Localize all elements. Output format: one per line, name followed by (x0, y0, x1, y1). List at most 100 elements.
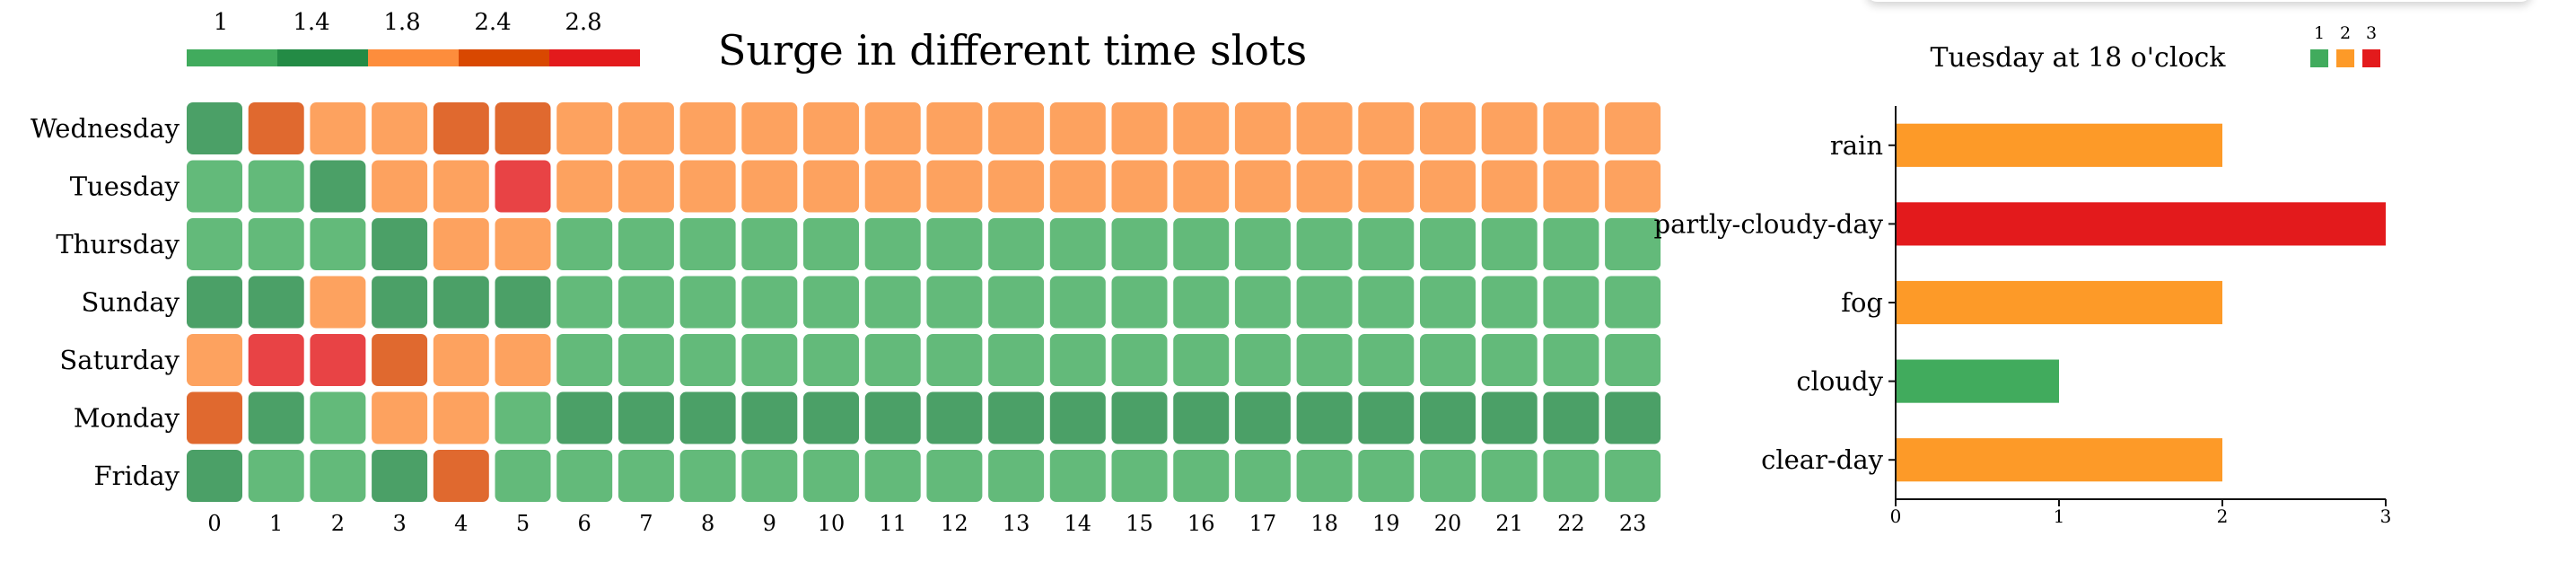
legend-swatch (187, 49, 277, 66)
heatmap-cell (495, 391, 551, 444)
heatmap-cell (1543, 218, 1599, 270)
heatmap-cell (495, 276, 551, 329)
heatmap-cell (679, 160, 736, 213)
heatmap-cell (1173, 218, 1230, 270)
heatmap-cell (1420, 218, 1476, 270)
heatmap-cell (556, 276, 613, 329)
row-label: Monday (74, 403, 180, 434)
heatmap-cell (1605, 102, 1661, 154)
heatmap-cell (1420, 450, 1476, 502)
legend-label: 3 (2366, 23, 2377, 43)
legend-swatch (459, 49, 549, 66)
heatmap-cell (1543, 160, 1599, 213)
heatmap-cell (1111, 334, 1168, 386)
heatmap-cell (1173, 391, 1230, 444)
heatmap-cell (926, 334, 983, 386)
category-label: fog (1841, 287, 1883, 318)
heatmap-row-labels: Wednesday Tuesday Thursday Sunday Saturday Mo… (31, 113, 180, 491)
heatmap-cell (556, 102, 613, 154)
heatmap-cell (1296, 334, 1353, 386)
category-label: partly-cloudy-day (1654, 208, 1884, 239)
heatmap-cell (1605, 218, 1661, 270)
bar (1896, 438, 2222, 482)
heatmap-cell (1111, 218, 1168, 270)
heatmap-cell (1049, 102, 1106, 154)
heatmap-cell (1111, 160, 1168, 213)
heatmap-cell (618, 102, 674, 154)
heatmap-cell (1358, 391, 1415, 444)
heatmap-cell (1605, 391, 1661, 444)
heatmap-cell (864, 391, 921, 444)
heatmap-cell (1481, 391, 1538, 444)
heatmap-cell (310, 276, 366, 329)
heatmap-cell (248, 102, 304, 154)
heatmap-cell (926, 276, 983, 329)
heatmap-cell (1296, 276, 1353, 329)
category-label: rain (1830, 130, 1883, 161)
col-label: 7 (639, 511, 653, 536)
heatmap-cell (372, 218, 428, 270)
heatmap-cell (679, 276, 736, 329)
heatmap-cell (618, 160, 674, 213)
heatmap-cell (926, 160, 983, 213)
col-label: 13 (1003, 511, 1030, 536)
heatmap-cell (1296, 160, 1353, 213)
heatmap-cell (1296, 218, 1353, 270)
heatmap-cell (1173, 276, 1230, 329)
heatmap-cell (1234, 450, 1291, 502)
heatmap-cell (433, 334, 489, 386)
heatmap-cell (679, 102, 736, 154)
heatmap-cell (1358, 160, 1415, 213)
heatmap-cell (679, 450, 736, 502)
heatmap-cell (433, 102, 489, 154)
legend-label: 2.8 (565, 9, 601, 36)
col-label: 4 (454, 511, 468, 536)
heatmap-cell (864, 276, 921, 329)
heatmap-cell (741, 334, 798, 386)
bar (1896, 280, 2222, 325)
heatmap-cell (988, 102, 1045, 154)
heatmap-cell (1605, 334, 1661, 386)
heatmap-cell (1358, 218, 1415, 270)
heatmap-cell (988, 276, 1045, 329)
heatmap-cell (1173, 160, 1230, 213)
col-label: 22 (1557, 511, 1585, 536)
heatmap-cell (988, 160, 1045, 213)
heatmap-cell (372, 391, 428, 444)
heatmap-cell (1049, 391, 1106, 444)
legend-label: 2 (2340, 23, 2351, 43)
x-tick-label: 1 (2054, 505, 2065, 527)
heatmap-cell (1481, 218, 1538, 270)
heatmap-cell (988, 391, 1045, 444)
col-label: 15 (1126, 511, 1153, 536)
heatmap-cell (1234, 102, 1291, 154)
heatmap-cell (741, 450, 798, 502)
col-label: 12 (941, 511, 968, 536)
heatmap-cell (1111, 102, 1168, 154)
heatmap-cell (864, 218, 921, 270)
heatmap-cell (618, 276, 674, 329)
heatmap-cell (1481, 450, 1538, 502)
heatmap-cell (187, 391, 242, 444)
col-label: 21 (1495, 511, 1523, 536)
legend-label: 1 (214, 9, 229, 36)
col-label: 10 (818, 511, 846, 536)
legend-swatch (2310, 49, 2328, 67)
row-label: Sunday (82, 287, 180, 318)
bar (1896, 359, 2059, 403)
heatmap-cell (1605, 160, 1661, 213)
heatmap-cell (864, 160, 921, 213)
heatmap-cell (433, 218, 489, 270)
heatmap-cell (1543, 391, 1599, 444)
heatmap-grid (187, 102, 1661, 502)
heatmap-cell (1358, 450, 1415, 502)
heatmap-cell (618, 391, 674, 444)
heatmap-cell (741, 160, 798, 213)
window-shadow (1867, 0, 2531, 2)
col-label: 19 (1372, 511, 1400, 536)
heatmap-cell (1049, 160, 1106, 213)
heatmap-cell (187, 160, 242, 213)
heatmap-cell (1234, 160, 1291, 213)
heatmap-cell (556, 450, 613, 502)
